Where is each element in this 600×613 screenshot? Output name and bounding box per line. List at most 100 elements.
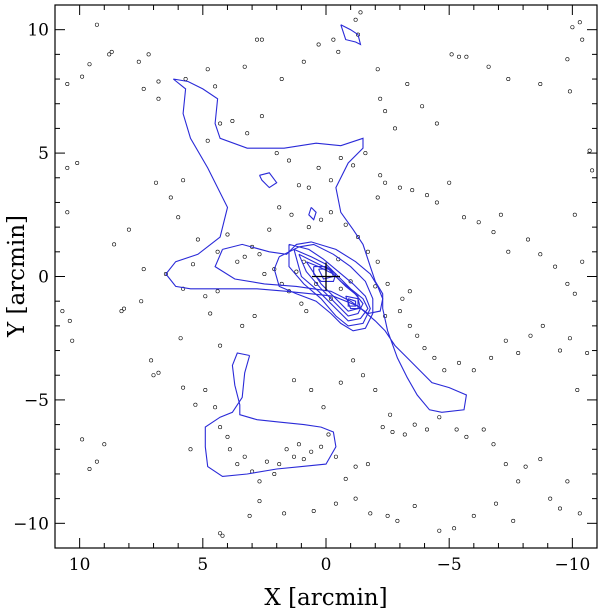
data-point [405,82,410,87]
data-point [348,279,353,284]
data-point [580,37,585,42]
y-axis-title: Y [arcmin] [4,215,30,338]
data-point [548,496,553,501]
data-point [262,271,267,276]
data-point [461,215,466,220]
data-point [218,425,223,430]
data-point [75,161,80,166]
data-point [178,336,183,341]
data-point [368,511,373,516]
data-point [456,54,461,59]
data-point [491,442,496,447]
data-point [259,114,264,119]
data-point [442,368,447,373]
data-point [218,343,223,348]
data-point [353,17,358,22]
center-marker [312,262,340,291]
data-point [294,269,299,274]
contour-line [345,295,362,310]
data-point [375,195,380,200]
data-point [65,165,70,170]
data-point [65,210,70,215]
x-tick-labels: 10 5 0 −5 −10 [69,555,591,575]
data-point [338,286,343,291]
data-point [397,309,402,314]
data-point [235,462,240,467]
data-point [319,217,324,222]
data-point [422,346,427,351]
x-tick-label: −10 [554,555,590,575]
data-point [452,526,457,531]
data-point [225,232,230,237]
data-point [491,230,496,235]
data-point [296,183,301,188]
data-point [309,449,314,454]
data-point [94,22,99,27]
data-point [385,513,390,518]
data-point [538,82,543,87]
data-point [567,336,572,341]
data-point [176,215,181,220]
data-point [373,387,378,392]
data-point [213,84,218,89]
data-point [449,52,454,57]
data-point [67,318,72,323]
data-point [572,291,577,296]
data-point [242,64,247,69]
data-point [383,180,388,185]
data-point [447,180,452,185]
data-point [567,89,572,94]
data-point [590,168,595,173]
data-point [415,333,420,338]
x-tick-label: 5 [197,555,208,575]
data-point [277,462,282,467]
data-point [373,284,378,289]
data-point [420,104,425,109]
contour-line [308,207,317,221]
data-point [70,338,75,343]
data-point [277,205,282,210]
data-point [205,138,210,143]
data-point [397,185,402,190]
data-point [392,126,397,131]
data-point [304,309,309,314]
data-point [102,442,107,447]
data-point [215,249,220,254]
data-point [464,434,469,439]
data-point [402,432,407,437]
data-point [151,373,156,378]
data-point [235,259,240,264]
data-point [493,501,498,506]
data-point [486,64,491,69]
data-point [434,121,439,126]
data-point [247,513,252,518]
data-point [203,387,208,392]
data-point [227,447,232,452]
data-point [215,289,220,294]
data-point [311,508,316,513]
data-point [481,427,486,432]
data-point [503,338,508,343]
data-point [284,447,289,452]
data-point [87,466,92,471]
data-point [257,479,262,484]
contour-line [204,352,337,477]
y-tick-labels: 10 5 0 −5 −10 [13,21,49,535]
data-point [291,454,296,459]
data-point [489,355,494,360]
data-point [242,254,247,259]
data-point [94,459,99,464]
data-point [378,96,383,101]
data-point [464,54,469,59]
data-point [309,387,314,392]
data-point [328,178,333,183]
data-point [476,220,481,225]
data-point [353,464,358,469]
data-point [456,360,461,365]
data-point [363,151,368,156]
data-point [432,355,437,360]
data-point [80,74,85,79]
data-point [141,267,146,272]
data-point [149,358,154,363]
x-tick-label: 10 [69,555,91,575]
